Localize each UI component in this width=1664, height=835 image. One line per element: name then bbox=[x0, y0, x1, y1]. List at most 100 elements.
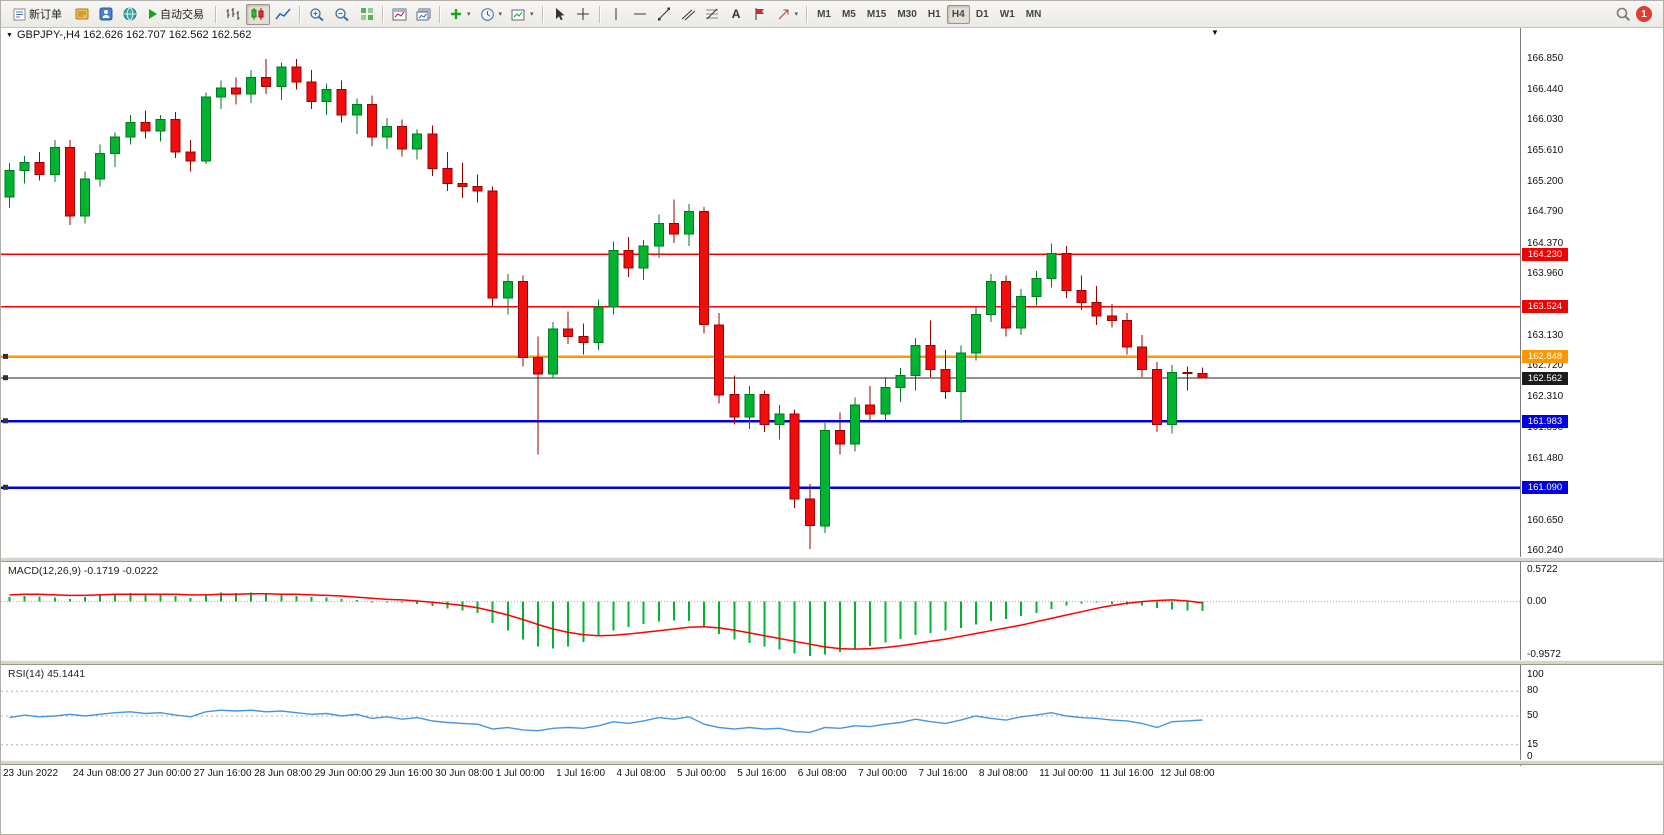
notification-badge[interactable]: 1 bbox=[1636, 6, 1652, 22]
new-order-button[interactable]: 新订单 bbox=[6, 4, 69, 25]
macd-histogram-bar bbox=[38, 596, 41, 602]
symbol-info: ▼ GBPJPY-,H4 162.626 162.707 162.562 162… bbox=[6, 29, 251, 41]
candlestick-chart-button[interactable] bbox=[246, 3, 270, 25]
candle-body bbox=[1061, 252, 1072, 292]
line-handle[interactable] bbox=[3, 418, 8, 424]
price-tick-label: 163.960 bbox=[1527, 268, 1564, 280]
arrange-windows-button[interactable] bbox=[388, 4, 411, 25]
line-handle[interactable] bbox=[3, 484, 8, 490]
candle-body bbox=[578, 336, 589, 344]
rsi-chart[interactable] bbox=[1, 666, 1520, 760]
price-tick-label: 162.720 bbox=[1527, 360, 1564, 372]
candle-body bbox=[49, 147, 60, 175]
cascade-windows-button[interactable] bbox=[412, 4, 435, 25]
time-label: 23 Jun 2022 bbox=[3, 768, 59, 779]
crosshair-button[interactable] bbox=[572, 4, 595, 25]
timeframe-m1[interactable]: M1 bbox=[812, 5, 836, 24]
macd-histogram-bar bbox=[114, 593, 117, 602]
toolbar: 新订单 自动交易 bbox=[1, 1, 1663, 28]
price-line-badge[interactable]: 162.848 bbox=[1522, 350, 1568, 364]
candle-body bbox=[759, 394, 770, 426]
candlestick-chart[interactable] bbox=[1, 27, 1520, 557]
periods-dropdown-caret[interactable]: ▾ bbox=[498, 11, 503, 18]
price-tick-label: 166.030 bbox=[1527, 114, 1564, 126]
candle-body bbox=[1016, 296, 1027, 329]
timeframe-w1[interactable]: W1 bbox=[995, 5, 1020, 24]
macd-tick-label: 0.5722 bbox=[1527, 563, 1558, 575]
panel-separator[interactable] bbox=[1, 557, 1663, 562]
macd-histogram-bar bbox=[597, 601, 600, 637]
candle-body bbox=[940, 368, 951, 393]
line-chart-icon bbox=[275, 8, 291, 20]
cursor-button[interactable] bbox=[548, 4, 571, 25]
time-label: 7 Jul 00:00 bbox=[858, 768, 908, 779]
timeframe-mn[interactable]: MN bbox=[1021, 5, 1047, 24]
timeframe-m30[interactable]: M30 bbox=[892, 5, 921, 24]
macd-histogram-bar bbox=[944, 601, 947, 631]
indicators-button[interactable]: ▾ bbox=[445, 4, 475, 25]
arrow-tools-icon bbox=[778, 9, 789, 20]
search-button[interactable] bbox=[1611, 4, 1635, 25]
line-handle[interactable] bbox=[3, 353, 8, 359]
label-tool-button[interactable] bbox=[749, 4, 772, 25]
timeframe-h1[interactable]: H1 bbox=[923, 5, 946, 24]
price-line-badge[interactable]: 163.524 bbox=[1522, 300, 1568, 314]
periods-button[interactable]: ▾ bbox=[476, 4, 507, 25]
line-handle[interactable] bbox=[3, 375, 8, 381]
market-watch-button[interactable] bbox=[70, 4, 93, 25]
horizontal-line-button[interactable] bbox=[629, 4, 652, 25]
collapse-triangle-icon[interactable]: ▼ bbox=[6, 31, 13, 39]
timeframe-m5[interactable]: M5 bbox=[837, 5, 861, 24]
trendline-button[interactable] bbox=[653, 4, 676, 25]
terminal-button[interactable] bbox=[118, 4, 141, 25]
price-line-badge[interactable]: 162.562 bbox=[1522, 371, 1568, 385]
price-scale[interactable]: 166.850 166.440 166.030 165.610 165.200 164.7… bbox=[1520, 27, 1663, 766]
equidistant-channel-button[interactable] bbox=[677, 4, 700, 25]
tile-windows-button[interactable] bbox=[355, 4, 378, 25]
line-chart-button[interactable] bbox=[271, 4, 295, 25]
indicators-add-icon bbox=[451, 9, 461, 19]
price-line-badge[interactable]: 161.983 bbox=[1522, 414, 1568, 428]
arrow-tools-dropdown-caret[interactable]: ▾ bbox=[794, 11, 799, 18]
zoom-in-button[interactable] bbox=[305, 4, 329, 25]
auto-trading-button[interactable]: 自动交易 bbox=[142, 4, 211, 25]
indicators-dropdown-caret[interactable]: ▾ bbox=[467, 11, 471, 18]
bar-chart-button[interactable] bbox=[221, 4, 245, 25]
macd-histogram-bar bbox=[370, 601, 373, 603]
candle-body bbox=[1001, 281, 1012, 329]
price-line-badge[interactable]: 164.230 bbox=[1522, 247, 1568, 261]
candle-body bbox=[608, 249, 619, 308]
chart-shift-marker[interactable]: ▼ bbox=[1211, 28, 1219, 37]
panel-separator[interactable] bbox=[1, 660, 1663, 665]
candle-body bbox=[970, 313, 981, 354]
text-tool-button[interactable]: A bbox=[725, 4, 748, 25]
candle-body bbox=[1197, 372, 1208, 379]
zoom-out-button[interactable] bbox=[330, 4, 354, 25]
price-tick-label: 160.240 bbox=[1527, 545, 1564, 557]
price-tick-label: 163.130 bbox=[1527, 329, 1564, 341]
candle-body bbox=[1076, 290, 1087, 303]
candle-body bbox=[925, 345, 936, 370]
zoom-in-icon bbox=[310, 7, 324, 21]
vertical-line-button[interactable] bbox=[605, 4, 628, 25]
templates-button[interactable]: ▾ bbox=[507, 4, 538, 25]
rsi-tick-label: 50 bbox=[1527, 709, 1539, 721]
time-label: 27 Jun 00:00 bbox=[133, 768, 192, 779]
templates-dropdown-caret[interactable]: ▾ bbox=[530, 11, 534, 18]
candle-body bbox=[623, 249, 634, 269]
macd-histogram-bar bbox=[265, 593, 268, 602]
macd-histogram-bar bbox=[718, 601, 721, 634]
timeframe-h4[interactable]: H4 bbox=[946, 4, 970, 24]
timeframe-d1[interactable]: D1 bbox=[971, 5, 994, 24]
time-axis[interactable]: 23 Jun 2022 24 Jun 08:00 27 Jun 00:00 27 Ju… bbox=[1, 766, 1520, 784]
macd-histogram-bar bbox=[748, 601, 751, 643]
price-line-badge[interactable]: 161.090 bbox=[1522, 481, 1568, 495]
panel-separator[interactable] bbox=[1, 760, 1663, 765]
timeframe-m15[interactable]: M15 bbox=[862, 5, 891, 24]
fibonacci-button[interactable] bbox=[701, 4, 724, 25]
terminal-icon bbox=[123, 7, 136, 21]
navigator-button[interactable] bbox=[94, 4, 117, 25]
macd-histogram-bar bbox=[854, 601, 857, 649]
arrow-tools-button[interactable]: ▾ bbox=[773, 4, 803, 25]
macd-chart[interactable] bbox=[1, 563, 1520, 660]
